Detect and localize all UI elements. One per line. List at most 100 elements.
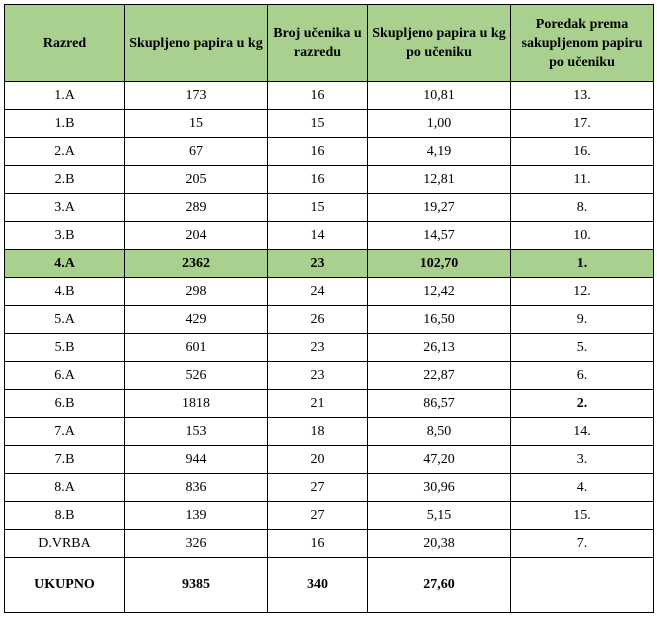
total-row: UKUPNO 9385 340 27,60 [4,557,654,613]
cell-razred: 4.A [4,249,125,278]
cell-kg: 326 [124,529,268,558]
cell-poredak: 13. [510,81,654,110]
cell-razred: 6.A [4,361,125,390]
cell-kg: 289 [124,193,268,222]
table-row: 3.B 204 14 14,57 10. [4,221,654,250]
table-row: 1.A 173 16 10,81 13. [4,81,654,110]
cell-po-uceniku: 4,19 [367,137,511,166]
table-row: 5.A 429 26 16,50 9. [4,305,654,334]
total-label: UKUPNO [4,557,125,613]
cell-poredak: 12. [510,277,654,306]
cell-kg: 139 [124,501,268,530]
cell-razred: 2.B [4,165,125,194]
cell-poredak: 16. [510,137,654,166]
cell-kg: 205 [124,165,268,194]
cell-po-uceniku: 8,50 [367,417,511,446]
table-row: 3.A 289 15 19,27 8. [4,193,654,222]
cell-po-uceniku: 102,70 [367,249,511,278]
cell-poredak: 9. [510,305,654,334]
cell-kg: 944 [124,445,268,474]
header-razred: Razred [4,4,125,82]
table-row: 2.B 205 16 12,81 11. [4,165,654,194]
cell-poredak: 17. [510,109,654,138]
paper-collection-table: Razred Skupljeno papira u kg Broj učenik… [4,4,654,613]
cell-kg: 601 [124,333,268,362]
cell-po-uceniku: 1,00 [367,109,511,138]
cell-razred: D.VRBA [4,529,125,558]
total-kg: 9385 [124,557,268,613]
cell-ucenici: 24 [267,277,368,306]
cell-razred: 3.A [4,193,125,222]
table-row: 5.B 601 23 26,13 5. [4,333,654,362]
table-row: 8.B 139 27 5,15 15. [4,501,654,530]
cell-ucenici: 15 [267,193,368,222]
cell-poredak: 11. [510,165,654,194]
cell-po-uceniku: 12,81 [367,165,511,194]
table-row: 7.A 153 18 8,50 14. [4,417,654,446]
cell-po-uceniku: 12,42 [367,277,511,306]
total-po-uceniku: 27,60 [367,557,511,613]
cell-kg: 836 [124,473,268,502]
cell-kg: 173 [124,81,268,110]
cell-poredak: 7. [510,529,654,558]
header-poredak: Poredak prema sakupljenom papiru po učen… [510,4,654,82]
table-row: 4.B 298 24 12,42 12. [4,277,654,306]
cell-po-uceniku: 30,96 [367,473,511,502]
cell-ucenici: 26 [267,305,368,334]
cell-po-uceniku: 26,13 [367,333,511,362]
cell-poredak: 15. [510,501,654,530]
cell-poredak: 3. [510,445,654,474]
cell-razred: 4.B [4,277,125,306]
cell-razred: 1.A [4,81,125,110]
table-row: 6.A 526 23 22,87 6. [4,361,654,390]
cell-poredak: 2. [510,389,654,418]
cell-kg: 204 [124,221,268,250]
table-row: 6.B 1818 21 86,57 2. [4,389,654,418]
cell-razred: 1.B [4,109,125,138]
cell-ucenici: 18 [267,417,368,446]
cell-razred: 6.B [4,389,125,418]
cell-poredak: 8. [510,193,654,222]
cell-razred: 5.B [4,333,125,362]
cell-ucenici: 14 [267,221,368,250]
cell-razred: 7.B [4,445,125,474]
total-poredak [510,557,654,613]
cell-po-uceniku: 16,50 [367,305,511,334]
cell-poredak: 4. [510,473,654,502]
cell-razred: 7.A [4,417,125,446]
header-kg: Skupljeno papira u kg [124,4,268,82]
cell-po-uceniku: 10,81 [367,81,511,110]
cell-poredak: 1. [510,249,654,278]
cell-kg: 429 [124,305,268,334]
table-row: D.VRBA 326 16 20,38 7. [4,529,654,558]
cell-ucenici: 23 [267,361,368,390]
cell-ucenici: 27 [267,473,368,502]
cell-po-uceniku: 86,57 [367,389,511,418]
cell-po-uceniku: 47,20 [367,445,511,474]
cell-po-uceniku: 5,15 [367,501,511,530]
cell-kg: 298 [124,277,268,306]
total-ucenici: 340 [267,557,368,613]
table-row-highlighted: 4.A 2362 23 102,70 1. [4,249,654,278]
cell-kg: 15 [124,109,268,138]
cell-kg: 526 [124,361,268,390]
cell-razred: 8.A [4,473,125,502]
cell-po-uceniku: 14,57 [367,221,511,250]
cell-ucenici: 16 [267,165,368,194]
cell-razred: 5.A [4,305,125,334]
table-row: 1.B 15 15 1,00 17. [4,109,654,138]
header-broj-ucenika: Broj učenika u razredu [267,4,368,82]
cell-po-uceniku: 22,87 [367,361,511,390]
cell-kg: 67 [124,137,268,166]
cell-ucenici: 20 [267,445,368,474]
cell-ucenici: 16 [267,529,368,558]
cell-po-uceniku: 19,27 [367,193,511,222]
cell-poredak: 14. [510,417,654,446]
cell-ucenici: 27 [267,501,368,530]
cell-ucenici: 15 [267,109,368,138]
cell-razred: 2.A [4,137,125,166]
cell-razred: 8.B [4,501,125,530]
table-row: 2.A 67 16 4,19 16. [4,137,654,166]
cell-ucenici: 16 [267,81,368,110]
header-row: Razred Skupljeno papira u kg Broj učenik… [4,4,654,82]
